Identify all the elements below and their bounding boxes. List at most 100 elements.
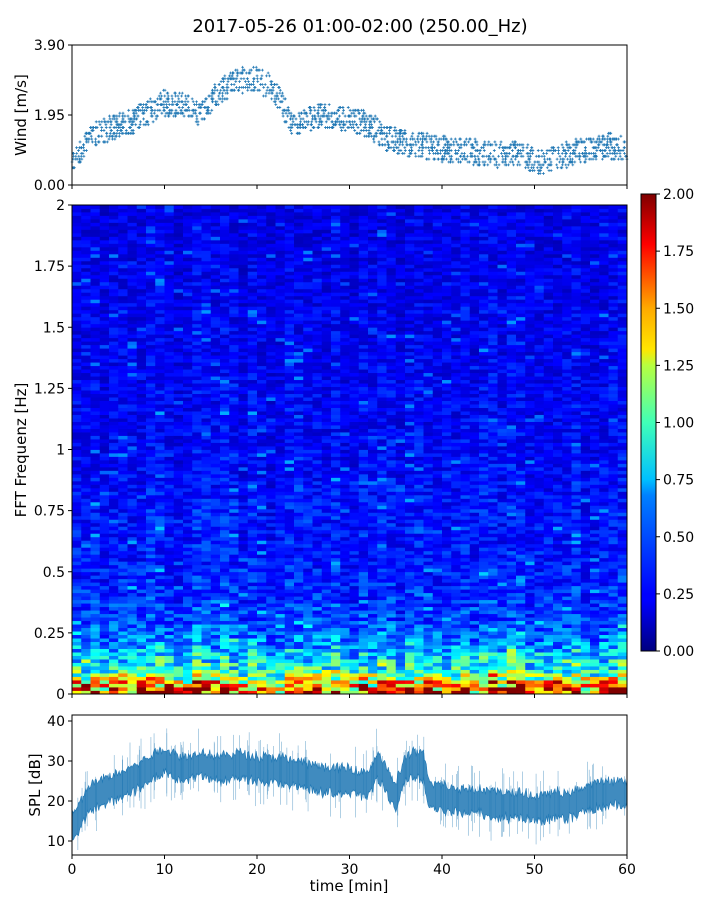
wind-point (514, 140, 517, 144)
wind-point (516, 149, 520, 152)
spectrogram-cell (201, 557, 212, 562)
spectrogram-cell (109, 435, 119, 440)
spectrogram-cell (155, 634, 165, 639)
spectrogram-cell (90, 505, 101, 510)
spectrogram-cell (90, 627, 101, 632)
spectrogram-cell (201, 274, 212, 279)
spectrogram-cell (192, 205, 202, 209)
spectrogram-cell (284, 627, 295, 632)
wind-point (111, 137, 114, 141)
spectrogram-cell (164, 459, 175, 464)
spectrogram-cell (183, 418, 193, 422)
spectrogram-cell (220, 205, 230, 209)
spectrogram-cell (210, 218, 221, 223)
spectrogram-cell (173, 484, 184, 489)
spectrogram-cell (81, 348, 91, 353)
spectrogram-cell (72, 257, 82, 262)
wind-point (82, 143, 86, 147)
spectrogram-cell (229, 365, 239, 370)
spectrogram-cell (127, 404, 138, 408)
wind-point (183, 100, 187, 104)
spectrogram-cell (183, 568, 193, 573)
wind-point (376, 129, 380, 132)
spectrogram-cell (247, 571, 258, 576)
wind-point (195, 114, 199, 118)
spectrogram-cell (210, 494, 221, 499)
wind-point (210, 108, 214, 112)
spectrogram-cell (238, 215, 249, 220)
spectrogram-cell (109, 519, 119, 524)
spectrogram-cell (81, 292, 91, 297)
spectrogram-cell (173, 547, 184, 552)
spectrogram-cell (220, 341, 230, 346)
spectrogram-cell (109, 327, 119, 332)
spectrogram-cell (173, 582, 184, 587)
spectrogram-cell (155, 320, 165, 325)
spectrogram-cell (210, 477, 221, 482)
spectrogram-cell (81, 211, 91, 216)
spectrogram-cell (136, 631, 147, 636)
spectrogram-cell (109, 480, 119, 485)
spectrogram-cell (164, 463, 175, 468)
spectrogram-cell (210, 211, 221, 216)
spectrogram-cell (247, 442, 258, 447)
spectrogram-cell (192, 397, 202, 401)
spectrogram-cell (164, 348, 175, 353)
spectrogram-cell (90, 257, 101, 262)
wind-point (401, 143, 405, 147)
spectrogram-cell (173, 225, 184, 230)
spectrogram-cell (146, 442, 156, 447)
spectrogram-cell (284, 529, 295, 534)
spectrogram-cell (275, 288, 286, 293)
spectrogram-cell (81, 494, 91, 499)
spectrogram-cell (210, 425, 221, 429)
spectrogram-cell (155, 372, 165, 377)
spectrogram-cell (155, 376, 165, 381)
wind-point (261, 94, 265, 98)
spectrogram-cell (72, 494, 82, 499)
spectrogram-cell (164, 309, 175, 314)
spectrogram-cell (257, 264, 267, 269)
spectrogram-cell (238, 599, 249, 604)
spectrogram-cell (238, 386, 249, 391)
spectrogram-cell (146, 330, 156, 335)
spectrogram-cell (247, 491, 258, 496)
wind-point (248, 71, 251, 75)
spectrogram-cell (173, 288, 184, 293)
spectrogram-cell (72, 610, 82, 615)
spectrogram-cell (127, 470, 138, 475)
spectrogram-cell (266, 673, 276, 677)
spectrogram-cell (238, 456, 249, 461)
spectrogram-cell (229, 271, 239, 276)
spectrogram-cell (229, 407, 239, 412)
spectrogram-cell (136, 344, 147, 349)
spectrogram-cell (127, 205, 138, 209)
spectrogram-cell (90, 687, 101, 691)
spectrogram-cell (164, 561, 175, 566)
spectrogram-cell (192, 225, 202, 230)
spectrogram-cell (192, 253, 202, 258)
spectrogram-cell (99, 599, 110, 604)
wind-point (255, 77, 259, 81)
spectrogram-cell (136, 571, 147, 576)
spectrogram-cell (201, 285, 212, 290)
spectrogram-cell (210, 666, 221, 670)
spectrogram-cell (266, 299, 276, 304)
spectrogram-cell (118, 442, 128, 447)
spectrogram-cell (183, 655, 193, 660)
spectrogram-cell (220, 641, 230, 646)
spectrogram-cell (220, 617, 230, 622)
spectrogram-cell (192, 425, 202, 429)
spectrogram-cell (266, 687, 276, 691)
spectrogram-cell (146, 229, 156, 234)
spectrogram-cell (210, 641, 221, 646)
spectrogram-cell (136, 257, 147, 262)
spectrogram-cell (192, 687, 202, 691)
spectrogram-cell (238, 613, 249, 618)
spectrogram-cell (118, 397, 128, 401)
spectrogram-cell (127, 571, 138, 576)
spectrogram-cell (192, 473, 202, 478)
spectrogram-cell (247, 466, 258, 471)
spectrogram-cell (257, 568, 267, 573)
spectrogram-cell (118, 327, 128, 332)
